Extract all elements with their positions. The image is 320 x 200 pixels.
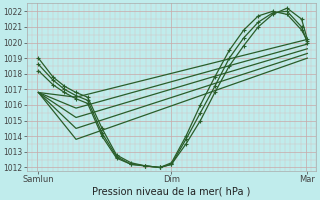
X-axis label: Pression niveau de la mer( hPa ): Pression niveau de la mer( hPa ) (92, 187, 251, 197)
